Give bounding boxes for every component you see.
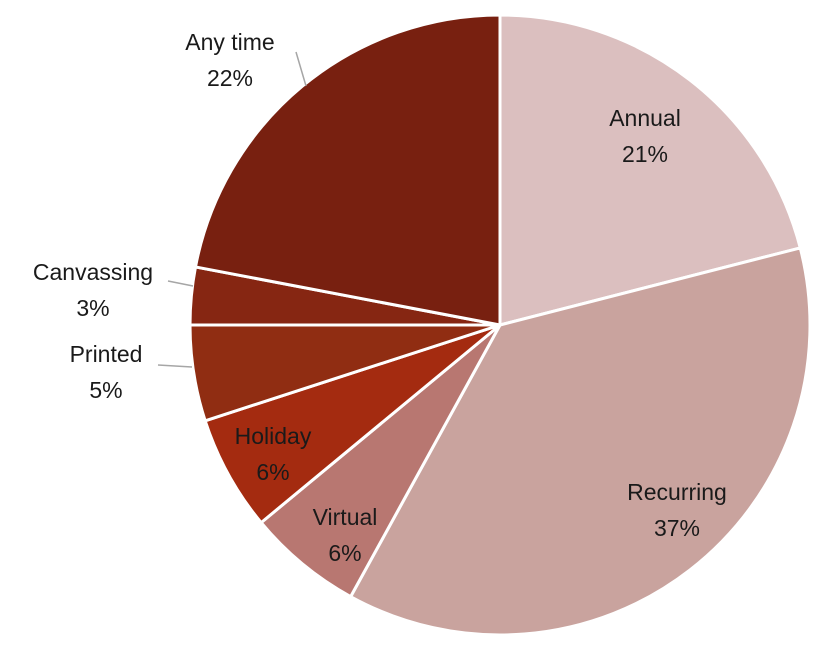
slice-label: Holiday [235,423,312,449]
slice-label: Any time [185,29,274,55]
slice-label: Recurring [627,479,727,505]
leader-line [295,51,307,87]
slice-value: 5% [89,377,122,403]
slice-value: 22% [207,65,253,91]
slice-value: 6% [328,540,361,566]
slice-label: Printed [70,341,143,367]
leader-line [157,364,193,368]
pie-slice [349,246,812,637]
slice-label: Canvassing [33,259,153,285]
slice-label: Virtual [313,504,378,530]
pie-slice [193,13,502,327]
slice-value: 3% [76,295,109,321]
slice-value: 21% [622,141,668,167]
slice-label: Annual [609,105,681,131]
pie-slice [498,13,802,327]
slice-value: 6% [256,459,289,485]
slice-value: 37% [654,515,700,541]
leader-line [167,280,194,287]
